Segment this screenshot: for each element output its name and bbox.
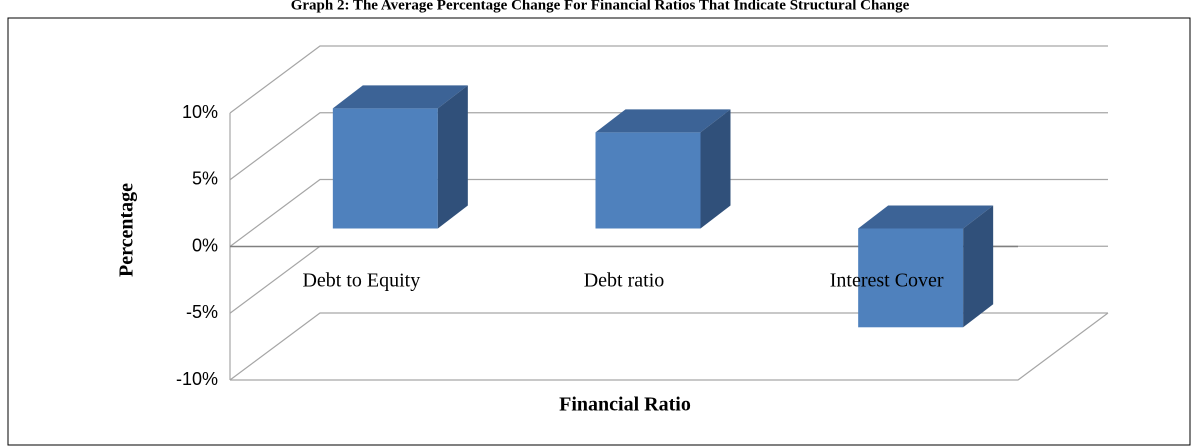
bar-side: [963, 205, 994, 328]
x-tick-label: Debt to Equity: [302, 270, 420, 292]
chart-frame: [7, 17, 1191, 446]
bar-front: [858, 228, 964, 328]
chart-title: Graph 2: The Average Percentage Change F…: [291, 0, 910, 13]
x-tick-label: Debt ratio: [584, 270, 665, 292]
grid-line: [229, 112, 1108, 181]
bar-front: [595, 132, 701, 229]
y-tick-label: -10%: [176, 369, 218, 389]
bar-top: [858, 205, 994, 229]
floor: [230, 312, 1109, 381]
bar-top: [595, 109, 731, 133]
grid-line: [229, 178, 1108, 247]
bar: [332, 85, 468, 229]
grid-line: [229, 312, 1108, 381]
y-tick-label: 10%: [182, 102, 218, 122]
bar-top: [332, 85, 468, 109]
bar-side: [437, 85, 468, 229]
bar: [595, 109, 731, 229]
bar: [858, 205, 994, 328]
x-tick-label: Interest Cover: [830, 270, 944, 292]
y-tick-label: 0%: [192, 235, 218, 255]
y-tick-label: 5%: [192, 169, 218, 189]
bar-front: [332, 108, 438, 229]
y-tick-label: -5%: [186, 302, 218, 322]
x-axis-label: Financial Ratio: [559, 394, 691, 416]
y-axis-label: Percentage: [116, 183, 138, 277]
bar-side: [700, 109, 731, 229]
grid-line: [229, 45, 1108, 114]
